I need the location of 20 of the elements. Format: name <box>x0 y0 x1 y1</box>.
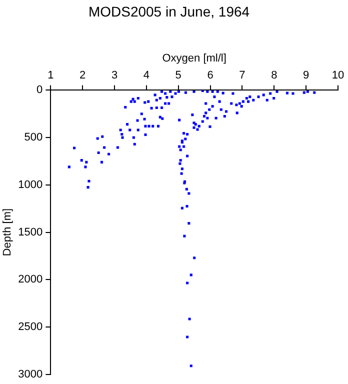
x-tick-label: 9 <box>303 70 310 82</box>
y-axis-title: Depth [m] <box>2 208 14 256</box>
x-tick-label: 5 <box>175 70 182 82</box>
y-tick-label: 1500 <box>18 226 43 238</box>
x-tick-label: 1 <box>48 70 54 82</box>
x-axis-title: Oxygen [ml/l] <box>162 52 226 64</box>
y-tick-label: 1000 <box>18 178 43 191</box>
x-tick-label: 4 <box>143 70 150 82</box>
x-tick-label: 3 <box>111 70 118 82</box>
chart-title: MODS2005 in June, 1964 <box>88 3 250 20</box>
x-tick-label: 6 <box>207 70 214 82</box>
y-tick-label: 2500 <box>18 321 43 334</box>
y-tick-label: 2000 <box>18 274 43 286</box>
y-tick-label: 0 <box>36 84 43 96</box>
y-tick-label: 500 <box>24 132 43 144</box>
y-tick-label: 3000 <box>18 368 43 380</box>
x-tick-label: 8 <box>271 70 278 82</box>
x-tick-label: 7 <box>239 70 246 82</box>
x-tick-label: 2 <box>80 70 86 82</box>
x-tick-label: 10 <box>332 70 344 82</box>
